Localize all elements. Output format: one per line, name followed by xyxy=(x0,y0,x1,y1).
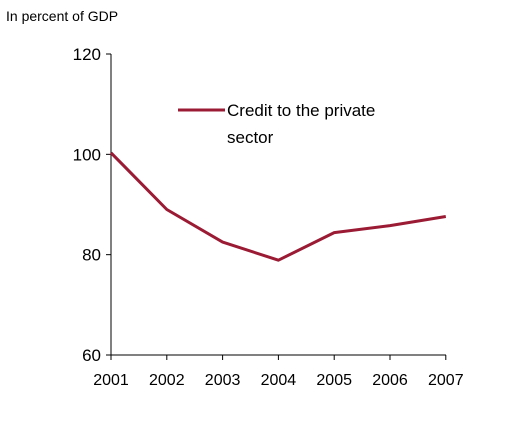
y-axis-unit-label: In percent of GDP xyxy=(6,8,119,24)
axes: 60 80 100 120 2001 2002 2003 2004 2005 2006 2007 xyxy=(73,45,464,389)
y-tick-label: 60 xyxy=(82,346,101,365)
y-tick-label: 80 xyxy=(82,246,101,265)
legend-label: sector xyxy=(227,128,274,147)
x-tick-label: 2001 xyxy=(93,372,129,389)
y-tick-label: 100 xyxy=(73,145,101,164)
x-tick-label: 2007 xyxy=(428,372,464,389)
legend-label: Credit to the private xyxy=(227,101,375,120)
x-tick-label: 2003 xyxy=(205,372,241,389)
legend: Credit to the private sector xyxy=(178,101,375,147)
x-tick-label: 2006 xyxy=(372,372,408,389)
x-tick-label: 2005 xyxy=(316,372,352,389)
x-tick-label: 2002 xyxy=(149,372,185,389)
series-line xyxy=(109,151,447,262)
x-tick-label: 2004 xyxy=(261,372,297,389)
y-tick-label: 120 xyxy=(73,45,101,64)
series-layer xyxy=(109,151,447,262)
